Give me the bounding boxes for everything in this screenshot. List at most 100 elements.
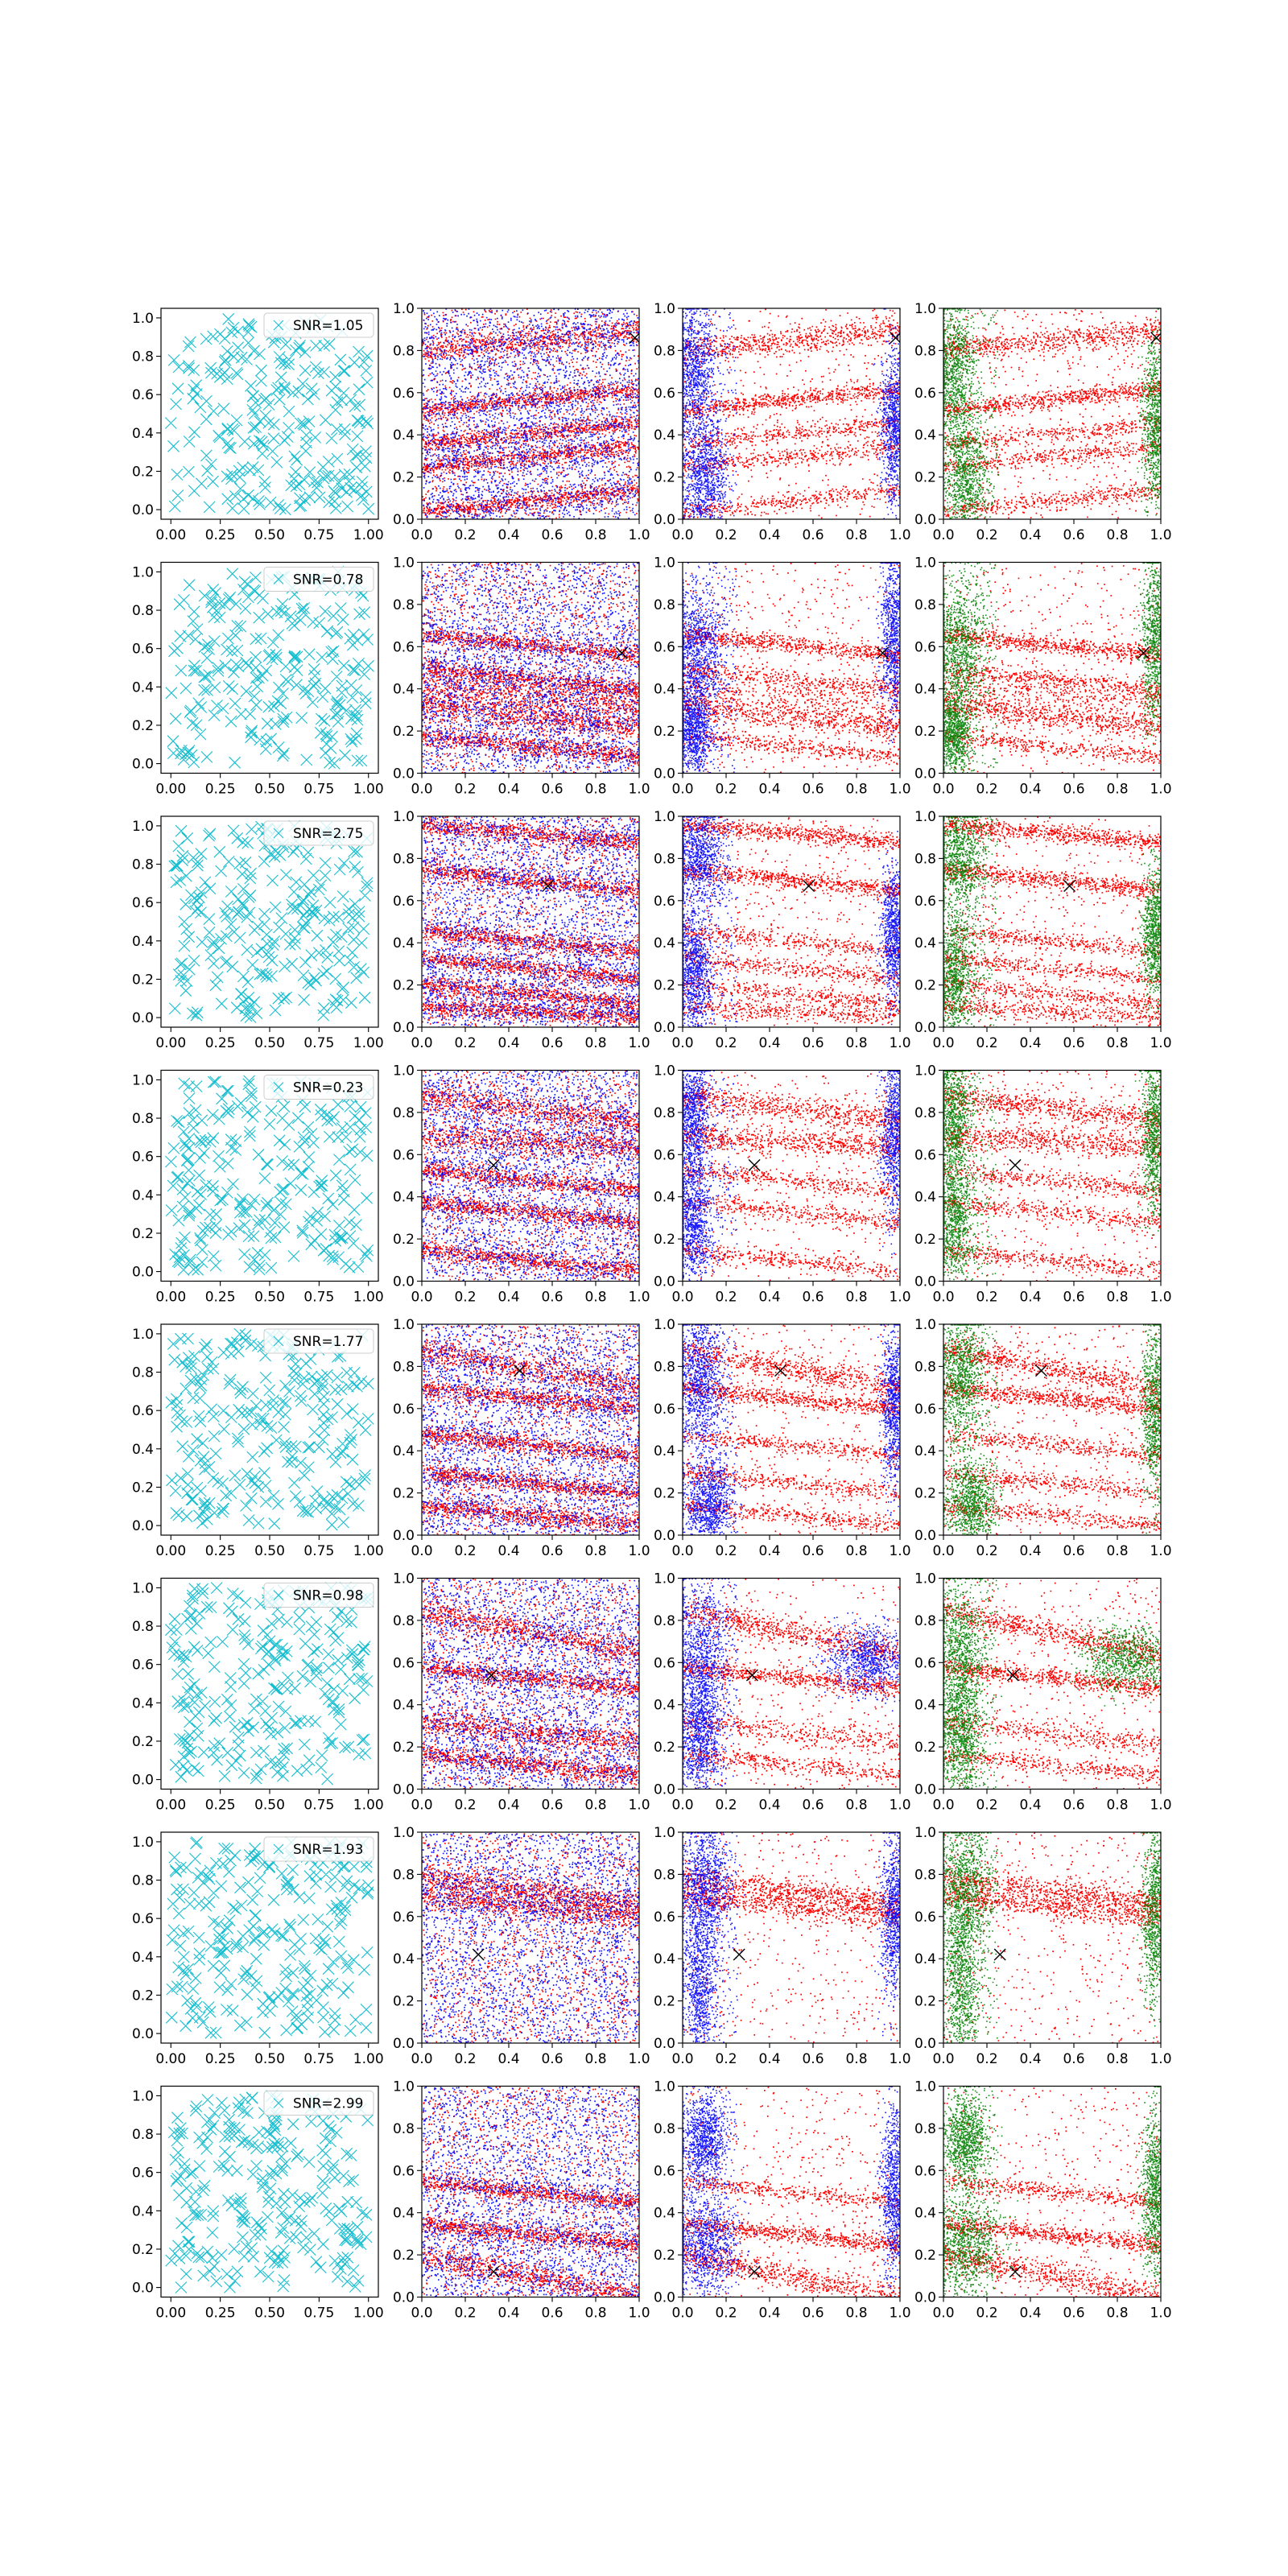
x-tick-label: 0.2 bbox=[715, 782, 737, 798]
y-tick-label: 0.6 bbox=[914, 2163, 936, 2179]
y-tick-label: 1.0 bbox=[132, 819, 154, 835]
x-tick-label: 0.75 bbox=[303, 2306, 334, 2322]
sample-points bbox=[166, 1837, 374, 2039]
x-tick-label: 0.4 bbox=[497, 2051, 519, 2067]
y-tick-label: 0.4 bbox=[654, 1951, 675, 1967]
y-tick-label: 0.4 bbox=[393, 1443, 415, 1459]
y-tick-label: 0.4 bbox=[654, 935, 675, 952]
y-tick-label: 0.2 bbox=[914, 470, 936, 486]
subplot-r7-c2: 0.0 0.2 0.4 0.6 0.8 1.00.00.20.40.60.81.0 bbox=[393, 1825, 650, 2067]
plot-area bbox=[166, 1328, 374, 1530]
y-tick-label: 0.4 bbox=[132, 1950, 154, 1966]
y-tick-label: 0.8 bbox=[914, 1613, 936, 1629]
y-tick-label: 1.0 bbox=[393, 301, 415, 317]
y-tick-label: 0.0 bbox=[654, 1528, 675, 1544]
y-tick-label: 0.6 bbox=[914, 894, 936, 910]
y-tick-label: 0.0 bbox=[132, 502, 154, 518]
plot-area bbox=[422, 816, 641, 1029]
y-tick-label: 0.8 bbox=[132, 1111, 154, 1127]
axes-frame bbox=[161, 816, 378, 1027]
y-tick-label: 0.4 bbox=[914, 1951, 936, 1967]
y-tick-label: 0.2 bbox=[654, 1740, 675, 1756]
plot-area bbox=[683, 1832, 902, 2045]
y-tick-label: 0.0 bbox=[393, 1782, 415, 1798]
y-tick-label: 0.0 bbox=[393, 1020, 415, 1036]
x-tick-label: 0.0 bbox=[411, 782, 432, 798]
x-tick-label: 0.2 bbox=[715, 1290, 737, 1306]
y-tick-label: 0.8 bbox=[132, 1873, 154, 1889]
y-tick-label: 0.0 bbox=[132, 1518, 154, 1534]
y-tick-label: 1.0 bbox=[393, 809, 415, 825]
x-tick-label: 1.00 bbox=[353, 1290, 384, 1306]
y-tick-label: 0.8 bbox=[914, 2121, 936, 2137]
x-tick-label: 0.6 bbox=[541, 1290, 563, 1306]
y-tick-label: 0.4 bbox=[654, 1443, 675, 1459]
x-tick-label: 0.4 bbox=[758, 1543, 780, 1559]
x-tick-label: 0.8 bbox=[584, 2306, 606, 2322]
y-tick-label: 0.0 bbox=[654, 1782, 675, 1798]
x-tick-label: 0.4 bbox=[497, 2306, 519, 2322]
y-tick-label: 0.2 bbox=[654, 2248, 675, 2264]
x-tick-label: 0.8 bbox=[1106, 527, 1128, 543]
x-tick-label: 0.4 bbox=[1019, 2306, 1041, 2322]
x-tick-label: 0.6 bbox=[1063, 1798, 1084, 1814]
x-tick-label: 0.25 bbox=[205, 1035, 236, 1051]
axes-frame bbox=[161, 308, 378, 519]
x-tick-label: 0.00 bbox=[155, 1798, 186, 1814]
x-tick-label: 1.00 bbox=[353, 1798, 384, 1814]
y-tick-label: 0.4 bbox=[914, 427, 936, 444]
y-tick-label: 0.0 bbox=[654, 512, 675, 528]
plot-area bbox=[166, 567, 374, 770]
y-tick-label: 0.8 bbox=[914, 1105, 936, 1121]
subplot-r4-c1: 0.00 0.25 0.50 0.75 1.000.00.20.40.60.81.0 SN… bbox=[132, 1071, 384, 1306]
x-tick-label: 0.8 bbox=[845, 2051, 867, 2067]
x-tick-label: 1.0 bbox=[1150, 527, 1171, 543]
plot-area bbox=[943, 1071, 1162, 1283]
y-tick-label: 0.6 bbox=[132, 2165, 154, 2182]
y-tick-label: 1.0 bbox=[654, 1063, 675, 1080]
blue-points bbox=[683, 2087, 902, 2299]
y-tick-label: 0.6 bbox=[914, 1147, 936, 1163]
x-tick-label: 0.4 bbox=[758, 527, 780, 543]
y-tick-label: 0.2 bbox=[654, 1232, 675, 1248]
red-points bbox=[683, 816, 902, 1029]
x-tick-label: 0.6 bbox=[1063, 2051, 1084, 2067]
x-tick-label: 0.4 bbox=[497, 1543, 519, 1559]
sample-points bbox=[166, 567, 374, 770]
y-tick-label: 0.4 bbox=[393, 2206, 415, 2222]
y-tick-label: 0.4 bbox=[654, 1698, 675, 1714]
x-tick-label: 1.0 bbox=[628, 1035, 650, 1051]
plot-area bbox=[422, 1832, 641, 2045]
y-tick-label: 0.2 bbox=[393, 1740, 415, 1756]
plot-area bbox=[943, 563, 1162, 775]
x-tick-label: 0.0 bbox=[411, 2051, 432, 2067]
x-tick-label: 0.0 bbox=[671, 782, 693, 798]
y-tick-label: 0.2 bbox=[393, 978, 415, 994]
y-tick-label: 0.0 bbox=[393, 1528, 415, 1544]
x-tick-label: 0.6 bbox=[802, 782, 824, 798]
red-points bbox=[683, 1579, 902, 1790]
red-points bbox=[683, 1324, 902, 1536]
y-tick-label: 1.0 bbox=[654, 1825, 675, 1841]
x-tick-label: 0.50 bbox=[254, 782, 285, 798]
y-tick-label: 0.6 bbox=[654, 2163, 675, 2179]
x-tick-label: 1.0 bbox=[889, 1543, 910, 1559]
x-tick-label: 1.0 bbox=[1150, 1798, 1171, 1814]
subplot-r5-c4: 0.0 0.2 0.4 0.6 0.8 1.00.00.20.40.60.81.0 bbox=[914, 1317, 1172, 1559]
subplot-r6-c1: 0.00 0.25 0.50 0.75 1.000.00.20.40.60.81.0 SN… bbox=[132, 1579, 384, 1814]
x-tick-label: 0.0 bbox=[932, 782, 954, 798]
legend: SNR=1.93 bbox=[264, 1837, 374, 1861]
y-tick-label: 0.4 bbox=[914, 935, 936, 952]
x-tick-label: 0.8 bbox=[1106, 1798, 1128, 1814]
y-tick-label: 0.8 bbox=[914, 1359, 936, 1375]
y-tick-label: 1.0 bbox=[393, 1063, 415, 1080]
target-marker bbox=[1064, 880, 1075, 891]
y-tick-label: 0.2 bbox=[132, 1988, 154, 2004]
subplot-r2-c2: 0.0 0.2 0.4 0.6 0.8 1.00.00.20.40.60.81.0 bbox=[393, 555, 650, 798]
x-tick-label: 0.0 bbox=[411, 2306, 432, 2322]
y-tick-label: 0.8 bbox=[393, 1359, 415, 1375]
y-tick-label: 0.4 bbox=[132, 2203, 154, 2219]
y-tick-label: 0.8 bbox=[914, 343, 936, 359]
plot-area bbox=[943, 1832, 1162, 2045]
